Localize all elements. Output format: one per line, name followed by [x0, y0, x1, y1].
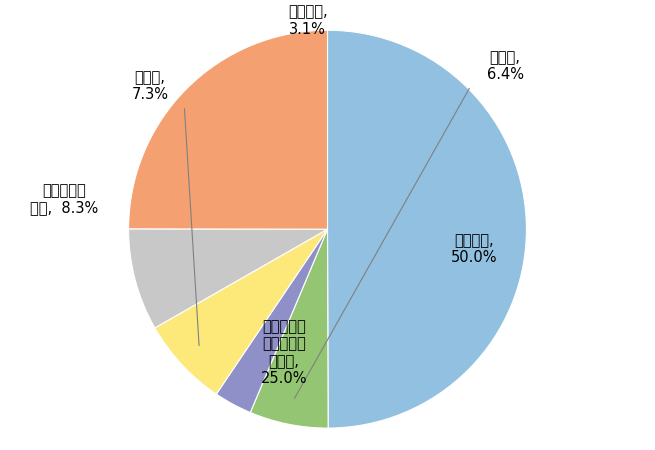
Wedge shape — [250, 229, 328, 428]
Wedge shape — [216, 229, 328, 413]
Text: プラスチッ
ク、ゴム、
皮革類,
25.0%: プラスチッ ク、ゴム、 皮革類, 25.0% — [261, 319, 307, 386]
Text: 不燃物類,
3.1%: 不燃物類, 3.1% — [288, 4, 328, 36]
Wedge shape — [128, 30, 328, 229]
Text: 厨芥類,
7.3%: 厨芥類, 7.3% — [132, 70, 168, 102]
Wedge shape — [128, 229, 328, 328]
Text: 木・竹・わ
ら類,  8.3%: 木・竹・わ ら類, 8.3% — [31, 183, 99, 216]
Text: その他,
6.4%: その他, 6.4% — [487, 50, 523, 82]
Text: 紙・布類,
50.0%: 紙・布類, 50.0% — [451, 233, 497, 265]
Wedge shape — [328, 30, 527, 428]
Wedge shape — [155, 229, 328, 394]
